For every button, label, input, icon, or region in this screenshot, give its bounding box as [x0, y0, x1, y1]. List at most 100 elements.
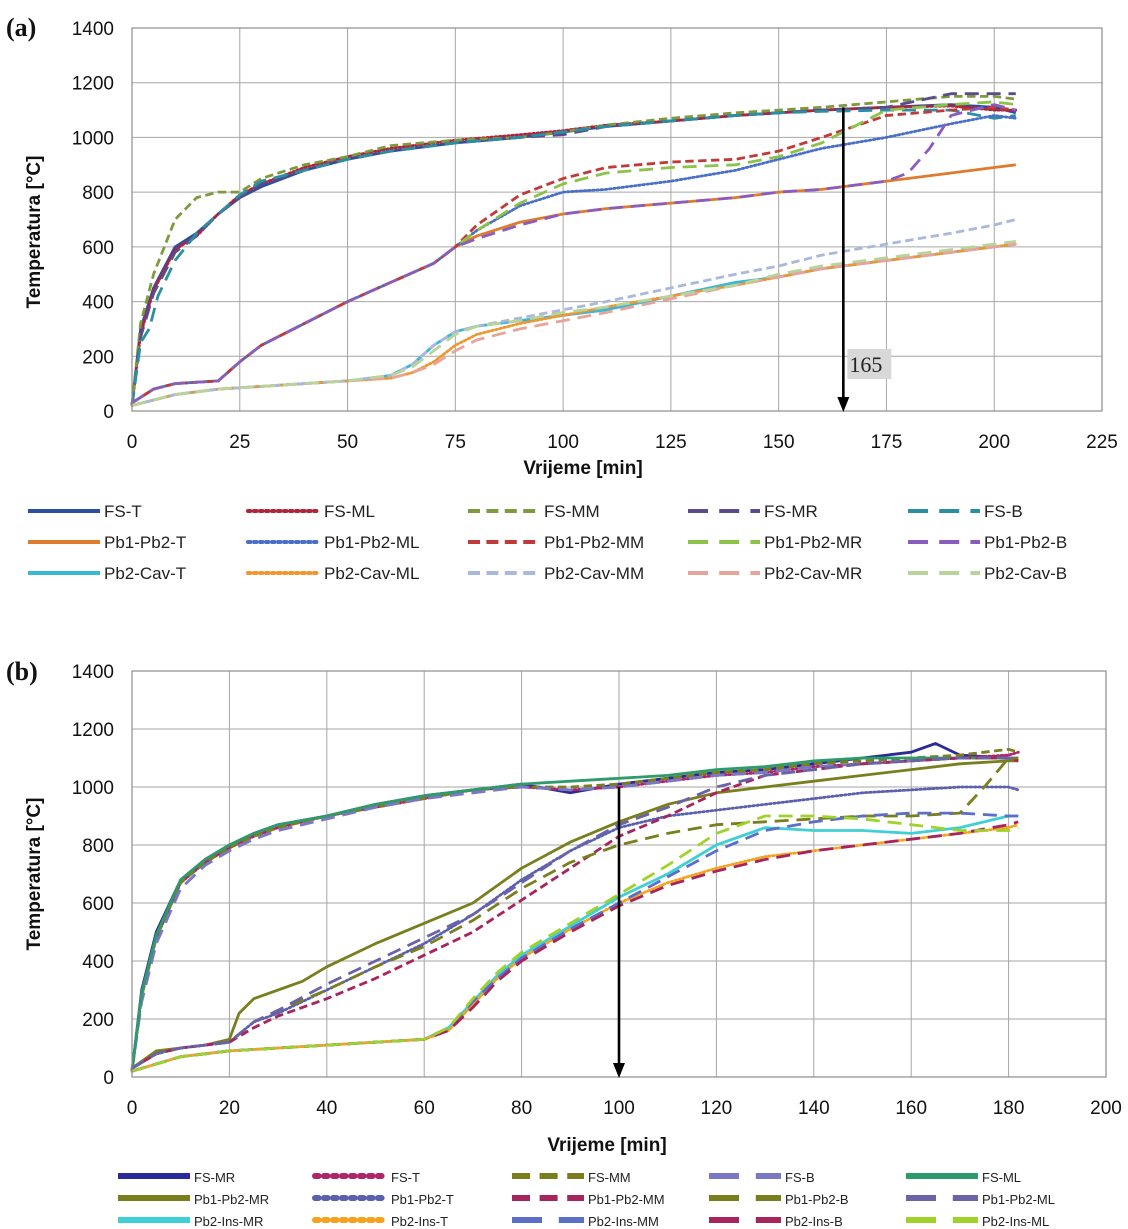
- panel-a-yticks: 0 200 400 600 800 1000 1200 1400: [72, 19, 114, 423]
- x-tick-label: 200: [1090, 1098, 1122, 1119]
- x-tick-label: 180: [993, 1098, 1025, 1119]
- legend-label: Pb2-Ins-MR: [194, 1214, 263, 1229]
- panel-b-yticks: 0 200 400 600 800 1000 1200 1400: [72, 662, 114, 1089]
- legend-label: Pb2-Cav-MM: [544, 564, 644, 583]
- x-tick-label: 160: [895, 1098, 927, 1119]
- x-tick-label: 0: [127, 1098, 138, 1119]
- x-tick-label: 175: [871, 432, 903, 453]
- series-line: [131, 811, 1019, 1073]
- x-tick-label: 100: [547, 432, 579, 453]
- panel-b: (b) 0 20 40 60 80 100 120 140 160 180 200 0 200 400 6…: [6, 657, 1122, 1229]
- y-tick-label: 0: [103, 402, 114, 423]
- legend-label: Pb2-Cav-T: [104, 564, 186, 583]
- series-line: [131, 242, 1016, 407]
- panel-b-arrow-head: [613, 1063, 625, 1078]
- panel-a-label: (a): [6, 13, 36, 42]
- series-line: [130, 756, 1019, 1072]
- panel-a-plot-frame: [131, 27, 1103, 412]
- x-tick-label: 25: [229, 432, 250, 453]
- legend-label: FS-B: [785, 1170, 815, 1185]
- panel-b-label: (b): [6, 657, 38, 686]
- y-tick-label: 400: [82, 952, 114, 973]
- legend-label: FS-MM: [588, 1170, 631, 1185]
- series-line: [130, 242, 1018, 407]
- x-tick-label: 100: [603, 1098, 635, 1119]
- panel-a-arrow-head: [837, 397, 850, 412]
- y-tick-label: 1200: [72, 720, 114, 741]
- x-tick-label: 80: [511, 1098, 532, 1119]
- panel-b-xlabel: Vrijeme [min]: [547, 1135, 666, 1156]
- series-line: [131, 756, 1019, 1070]
- x-tick-label: 50: [337, 432, 358, 453]
- legend-label: Pb2-Ins-B: [785, 1214, 843, 1229]
- y-tick-label: 200: [82, 347, 114, 368]
- panel-b-series: [130, 742, 1020, 1073]
- legend-label: Pb1-Pb2-B: [785, 1192, 849, 1207]
- panel-a-annotation-box: [847, 349, 892, 379]
- y-tick-label: 200: [82, 1010, 114, 1031]
- legend-label: Pb2-Ins-ML: [982, 1214, 1049, 1229]
- x-tick-label: 125: [655, 432, 687, 453]
- legend-label: Pb2-Cav-ML: [324, 564, 419, 583]
- legend-label: Pb2-Ins-T: [391, 1214, 448, 1229]
- panel-b-ylabel: Temperatura [°C]: [24, 798, 45, 951]
- legend-label: FS-MM: [544, 502, 600, 521]
- series-line: [130, 95, 1016, 406]
- legend-label: Pb1-Pb2-ML: [982, 1192, 1055, 1207]
- legend-label: Pb1-Pb2-T: [391, 1192, 454, 1207]
- x-tick-label: 40: [316, 1098, 337, 1119]
- legend-label: Pb2-Ins-MM: [588, 1214, 659, 1229]
- legend-label: Pb1-Pb2-MR: [194, 1192, 269, 1207]
- panel-a: (a) 0 25 50 75 100 125 150 175 200 225 0 200 400 600…: [6, 13, 1118, 583]
- y-tick-label: 1200: [72, 74, 114, 95]
- series-line: [131, 240, 1016, 407]
- y-tick-label: 1400: [72, 662, 114, 683]
- x-tick-label: 75: [445, 432, 466, 453]
- y-tick-label: 800: [82, 836, 114, 857]
- x-tick-label: 120: [701, 1098, 733, 1119]
- y-tick-label: 1400: [72, 19, 114, 40]
- panel-a-annotation-text: 165: [849, 352, 882, 377]
- legend-label: Pb1-Pb2-MR: [764, 533, 862, 552]
- panel-a-ylabel: Temperatura [°C]: [24, 156, 45, 309]
- y-tick-label: 600: [82, 894, 114, 915]
- legend-label: FS-B: [984, 502, 1023, 521]
- legend-label: Pb1-Pb2-MM: [588, 1192, 665, 1207]
- legend-label: FS-T: [391, 1170, 420, 1185]
- x-tick-label: 0: [127, 432, 138, 453]
- series-line: [131, 103, 1017, 404]
- series-line: [130, 747, 1019, 1072]
- panel-a-xlabel: Vrijeme [min]: [523, 458, 642, 479]
- legend-label: Pb1-Pb2-B: [984, 533, 1067, 552]
- legend-label: FS-T: [104, 502, 142, 521]
- y-tick-label: 1000: [72, 778, 114, 799]
- y-tick-label: 800: [82, 183, 114, 204]
- x-tick-label: 20: [219, 1098, 240, 1119]
- x-tick-label: 225: [1086, 432, 1118, 453]
- legend-label: Pb1-Pb2-T: [104, 533, 186, 552]
- y-tick-label: 600: [82, 238, 114, 259]
- panel-a-xticks: 0 25 50 75 100 125 150 175 200 225: [127, 432, 1118, 453]
- legend-label: FS-ML: [982, 1170, 1021, 1185]
- panel-a-annotation: 165: [837, 107, 892, 412]
- x-tick-label: 200: [978, 432, 1010, 453]
- x-tick-label: 140: [798, 1098, 830, 1119]
- legend-label: FS-ML: [324, 502, 375, 521]
- panel-b-annotation: [613, 787, 625, 1078]
- y-tick-label: 1000: [72, 128, 114, 149]
- panel-a-legend: FS-T FS-ML FS-MM FS-MR FS-B Pb1-Pb2-T Pb1-Pb2-…: [28, 502, 1067, 583]
- x-tick-label: 150: [763, 432, 795, 453]
- legend-label: FS-MR: [764, 502, 818, 521]
- series-line: [131, 820, 1019, 1073]
- panel-b-xticks: 0 20 40 60 80 100 120 140 160 180 200: [127, 1098, 1122, 1119]
- legend-label: Pb1-Pb2-ML: [324, 533, 419, 552]
- y-tick-label: 0: [103, 1068, 114, 1089]
- y-tick-label: 400: [82, 293, 114, 314]
- legend-label: Pb2-Cav-B: [984, 564, 1067, 583]
- series-line: [131, 759, 1019, 1070]
- panel-b-legend: FS-MR FS-T FS-MM FS-B FS-ML Pb1-Pb2-MR Pb1-Pb2…: [118, 1170, 1055, 1229]
- x-tick-label: 60: [414, 1098, 435, 1119]
- legend-label: Pb1-Pb2-MM: [544, 533, 644, 552]
- legend-label: FS-MR: [194, 1170, 235, 1185]
